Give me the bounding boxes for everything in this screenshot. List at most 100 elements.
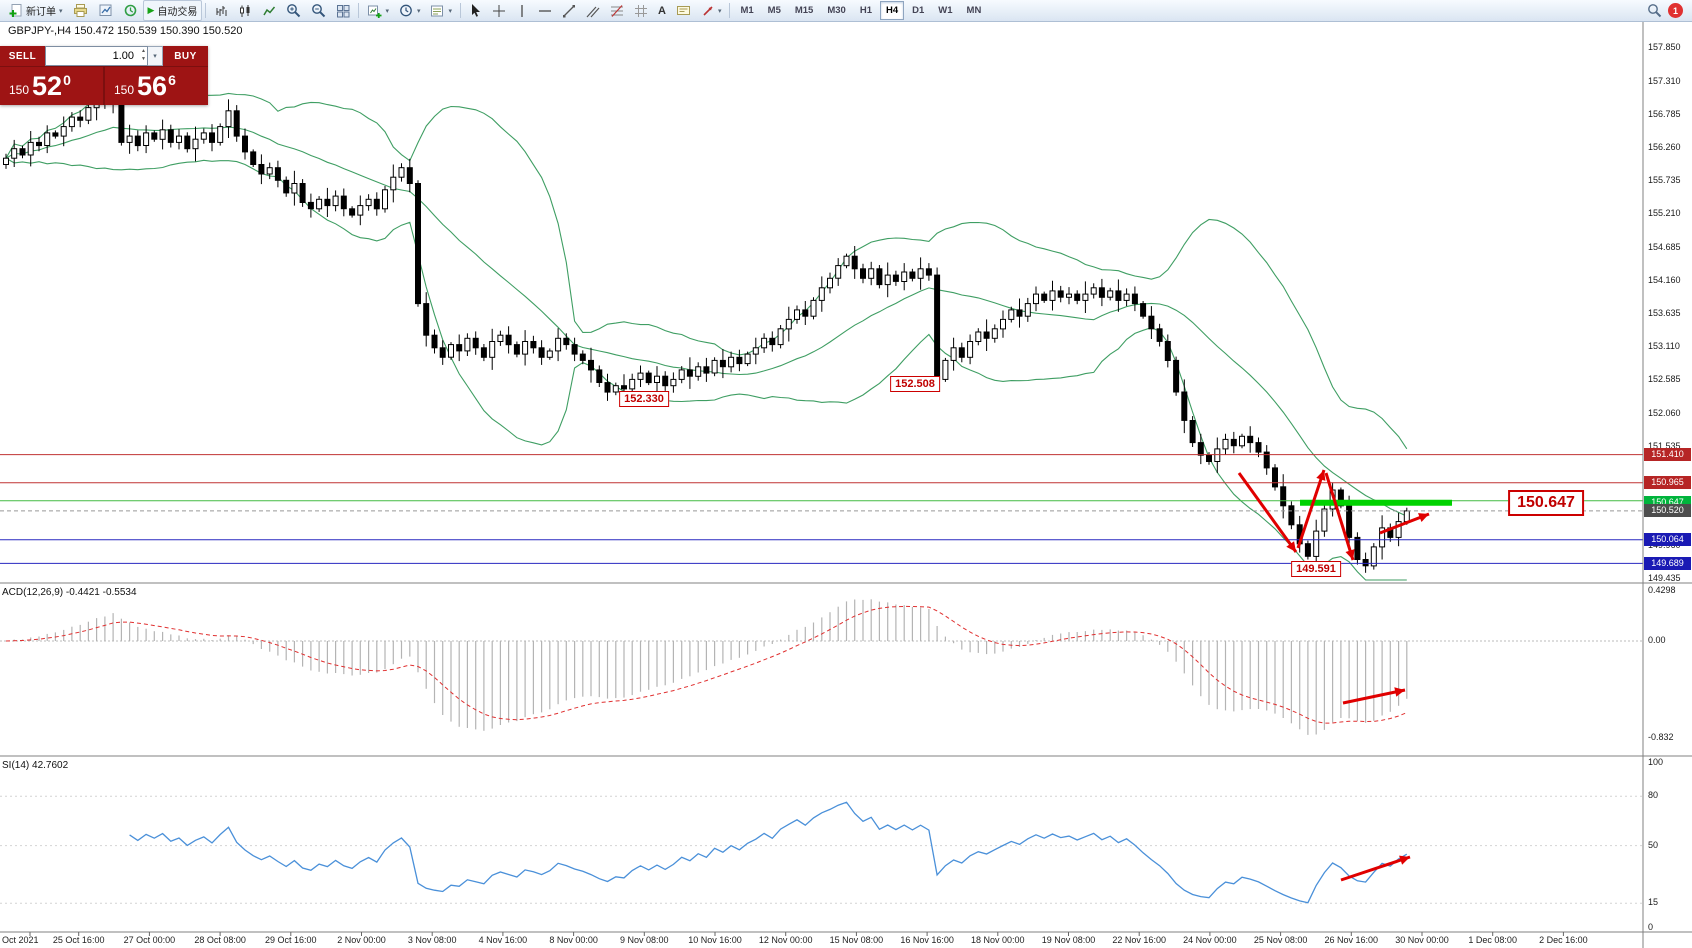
buy-price-prefix: 150 [114,83,135,97]
vertical-line-button[interactable] [511,0,533,21]
zoom-out-icon [312,4,326,18]
candlestick-chart-icon [240,4,250,17]
chevron-down-icon: ▾ [153,53,157,60]
channel-button[interactable] [581,0,605,21]
timeframe-button-m30[interactable]: M30 [827,5,846,16]
macd-signal-line [5,605,1407,724]
new-chart-dropdown-button[interactable]: ▾ [362,0,394,21]
spinner-up-icon[interactable]: ▲ [141,48,146,54]
new-order-button[interactable]: 新订单 ▾ [3,0,68,21]
buy-price-pip: 6 [168,72,176,88]
spinner-down-icon[interactable]: ▼ [141,55,146,62]
timeframe-button-h4[interactable]: H4 [879,1,905,20]
template-icon [431,5,444,16]
rsi-label: SI(14) 42.7602 [2,760,69,771]
zoom-in-icon [287,4,301,18]
volume-input[interactable] [46,49,147,63]
arrows-dropdown-button[interactable]: ▾ [696,0,727,21]
refresh-button[interactable] [118,0,143,21]
volume-spinner[interactable]: ▲ ▼ [141,48,146,63]
macd-histogram [13,599,1408,735]
candlestick-series [3,79,1410,573]
grid-button[interactable] [629,0,653,21]
timeframe-button-m5[interactable]: M5 [767,5,781,16]
preview-button[interactable] [93,0,118,21]
macd-label: ACD(12,26,9) -0.4421 -0.5534 [2,587,137,598]
clock-icon [400,4,412,17]
horizontal-line-icon [538,9,551,12]
text-button[interactable]: A [653,0,671,21]
line-chart-button[interactable] [257,0,281,21]
sell-price-prefix: 150 [9,83,30,97]
rsi-line [129,801,1408,904]
arrow-tool-icon [703,5,713,16]
toolbar-right: 1 [1647,3,1689,18]
crosshair-icon [492,4,505,17]
play-icon: ▶ [147,5,155,15]
auto-trading-button[interactable]: ▶ 自动交易 [142,0,203,21]
channel-icon [586,6,600,17]
timeframe-button-d1[interactable]: D1 [912,5,925,16]
chevron-down-icon: ▾ [448,7,452,15]
chevron-down-icon: ▾ [59,7,63,15]
printer-button[interactable] [68,0,93,21]
bar-chart-button[interactable] [209,0,233,21]
new-chart-icon [368,5,382,18]
toolbar-separator [729,3,731,18]
toolbar-separator [459,3,461,18]
crosshair-button[interactable] [487,0,511,21]
sell-price-pip: 0 [63,72,71,88]
tile-windows-button[interactable] [331,0,355,21]
vertical-line-icon [521,4,523,17]
timeframe-button-w1[interactable]: W1 [938,5,953,16]
buy-price[interactable]: 150 56 6 [105,67,208,105]
buy-button[interactable]: BUY [174,50,197,62]
new-order-label: 新订单 [26,7,56,18]
refresh-icon [124,4,136,17]
search-icon[interactable] [1647,3,1662,18]
label-button[interactable] [671,0,696,21]
periods-dropdown-button[interactable]: ▾ [394,0,426,21]
timeframe-button-m1[interactable]: M1 [740,5,754,16]
printer-icon [73,4,87,17]
tile-windows-icon [337,4,350,17]
toolbar-separator [205,3,207,18]
fibonacci-button[interactable] [605,0,629,21]
bar-chart-icon [216,5,227,16]
buy-price-big: 56 [137,70,168,101]
chart-title: GBPJPY-,H4 150.472 150.539 150.390 150.5… [8,25,243,37]
auto-trading-label: 自动交易 [157,7,198,18]
sell-price-big: 52 [32,70,63,101]
cursor-button[interactable] [464,0,487,21]
notification-badge[interactable]: 1 [1668,3,1683,18]
toolbar-separator [358,3,360,18]
grid-icon [634,4,647,17]
preview-icon [99,4,112,16]
volume-box: ▲▼ [45,46,148,66]
sell-price[interactable]: 150 52 0 [0,67,103,105]
trend-arrows[interactable] [1237,469,1430,882]
chevron-down-icon: ▾ [717,7,722,15]
candlestick-chart-button[interactable] [233,0,257,21]
horizontal-line-button[interactable] [533,0,557,21]
templates-dropdown-button[interactable]: ▾ [425,0,457,21]
horizontal-lines [0,454,1643,564]
chevron-down-icon: ▾ [416,7,421,15]
trendline-button[interactable] [557,0,581,21]
fibonacci-icon [610,4,623,17]
volume-dropdown[interactable]: ▾ [148,46,163,66]
timeframe-button-h1[interactable]: H1 [859,5,872,16]
quote-header-row: SELL ▲▼ ▾ BUY [0,46,208,66]
cursor-icon [471,4,480,17]
timeframe-button-mn[interactable]: MN [966,5,982,16]
zoom-out-button[interactable] [306,0,331,21]
quote-divider [103,67,105,105]
timeframe-button-m15[interactable]: M15 [794,5,814,16]
bollinger-bands [5,84,1408,581]
text-tool-icon: A [657,4,666,17]
sell-button[interactable]: SELL [8,50,37,62]
one-click-trading-panel: SELL ▲▼ ▾ BUY 150 52 0 150 56 6 [0,46,208,105]
zoom-in-button[interactable] [281,0,306,21]
quote-price-row: 150 52 0 150 56 6 [0,66,208,105]
